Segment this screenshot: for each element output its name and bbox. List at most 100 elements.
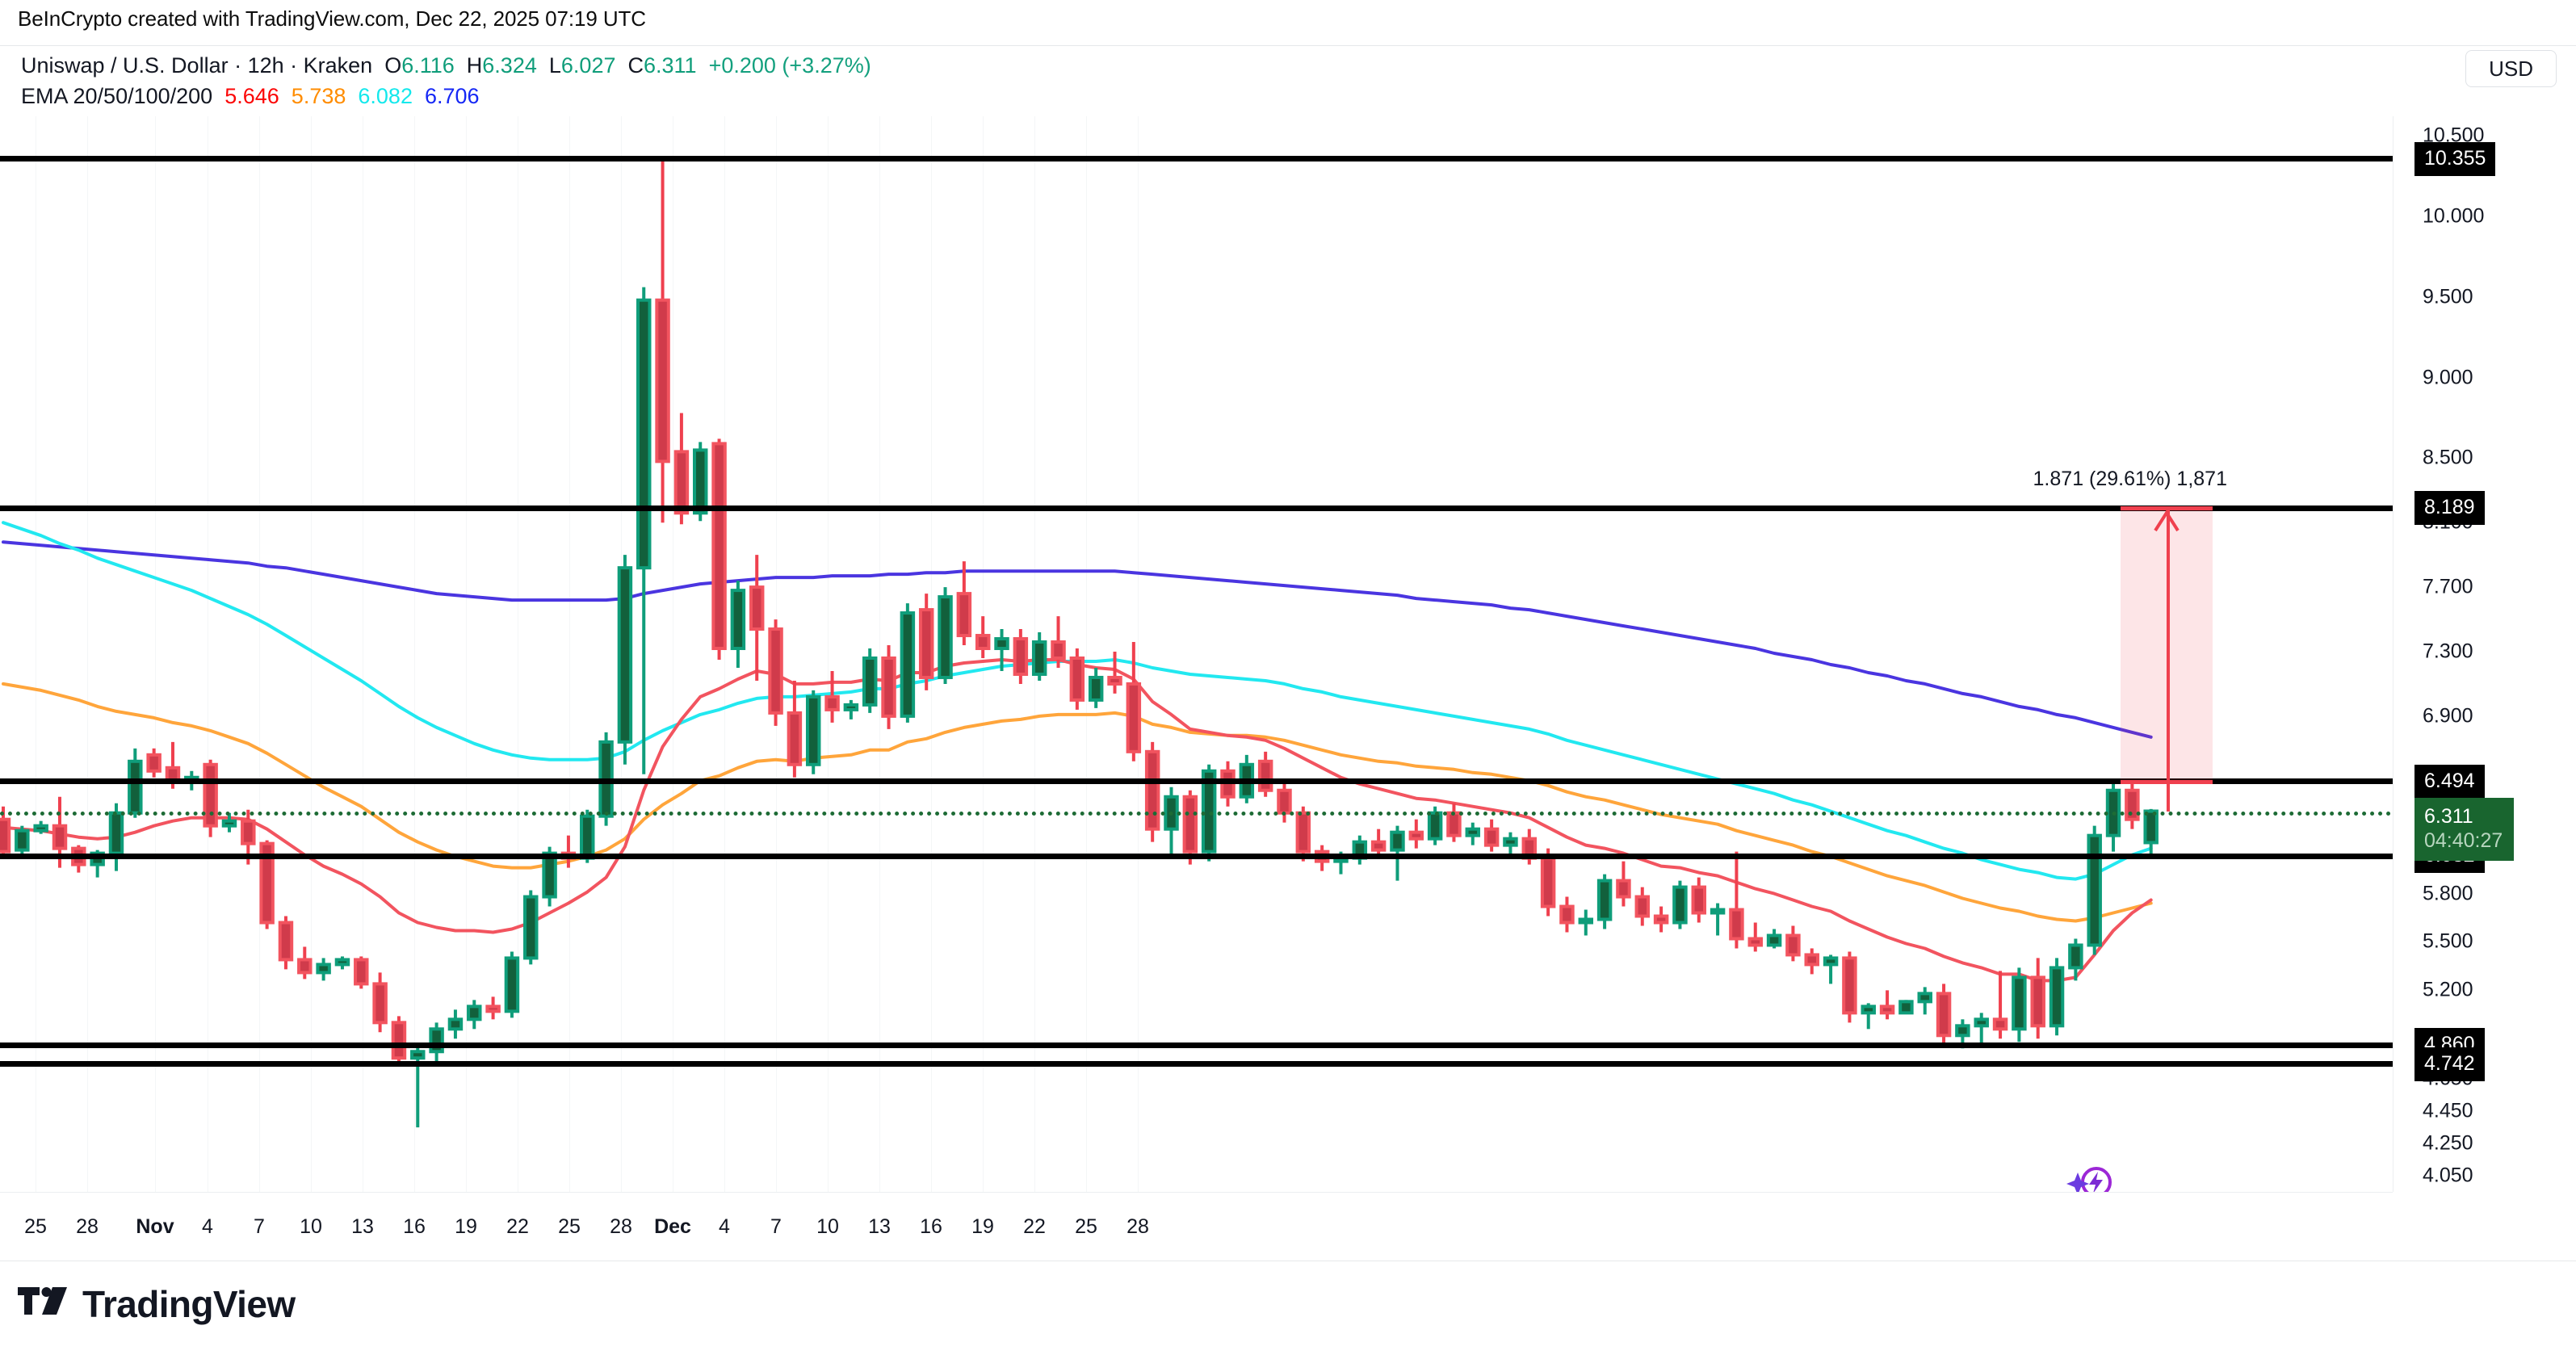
candle: [203, 759, 218, 837]
legend-close-label: C: [627, 53, 644, 78]
vertical-gridline: [828, 116, 829, 1192]
candle: [1465, 822, 1481, 845]
candle: [1107, 652, 1122, 694]
candle: [1691, 877, 1706, 923]
candle: [2030, 958, 2045, 1039]
horizontal-level-line[interactable]: [0, 1042, 2393, 1048]
candle: [1277, 780, 1292, 823]
price-tick-label: 5.200: [2423, 978, 2473, 1001]
legend-ema20-value: 5.646: [224, 84, 279, 108]
candle: [1088, 667, 1104, 708]
candle: [1408, 819, 1424, 849]
time-axis[interactable]: 25 28 Nov 4 7 10 13 16 19 22 25 28 Dec 4 7 10 13 16 19 22 25…: [0, 1192, 2393, 1261]
horizontal-level-line[interactable]: [0, 778, 2393, 785]
candle: [146, 748, 162, 778]
legend-ema-label: EMA 20/50/100/200: [21, 84, 213, 108]
candle: [1729, 851, 1744, 949]
time-tick-label: 13: [351, 1215, 374, 1238]
candle: [1503, 832, 1518, 855]
vertical-gridline: [1138, 116, 1139, 1192]
candle: [2068, 938, 2083, 981]
time-tick-label: 7: [254, 1215, 265, 1238]
current-price-tag[interactable]: 6.311 04:40:27: [2414, 797, 2515, 861]
candle: [1352, 835, 1368, 865]
horizontal-level-line[interactable]: [0, 505, 2393, 511]
candle: [1917, 987, 1932, 1015]
tradingview-mark-icon: [18, 1287, 67, 1315]
footer: TradingView: [0, 1261, 2576, 1355]
price-level-tag[interactable]: 8.189: [2414, 491, 2485, 526]
time-tick-label: 19: [971, 1215, 994, 1238]
time-tick-label: 28: [1126, 1215, 1149, 1238]
candle: [221, 812, 237, 833]
chart-plot-area[interactable]: 1.871 (29.61%) 1,871: [0, 116, 2393, 1192]
candle: [1936, 984, 1952, 1046]
long-position-label: 1.871 (29.61%) 1,871: [2033, 468, 2227, 491]
time-tick-label: 16: [403, 1215, 426, 1238]
price-axis[interactable]: 10.50010.0009.5009.0008.5008.1007.7007.3…: [2393, 116, 2576, 1192]
time-tick-label: 28: [76, 1215, 99, 1238]
legend-ema-row[interactable]: EMA 20/50/100/200 5.646 5.738 6.082 6.70…: [21, 86, 871, 107]
time-tick-label: 10: [816, 1215, 839, 1238]
candle: [241, 809, 256, 865]
candle: [900, 603, 916, 723]
ai-event-lightning-icon[interactable]: [2066, 1163, 2117, 1192]
price-level-tag[interactable]: 10.355: [2414, 141, 2496, 176]
candle: [2012, 967, 2027, 1042]
candle: [316, 958, 331, 981]
price-level-tag[interactable]: 6.494: [2414, 764, 2485, 799]
time-tick-label: 4: [202, 1215, 213, 1238]
vertical-gridline: [724, 116, 725, 1192]
time-tick-label: 25: [24, 1215, 47, 1238]
candle: [1126, 642, 1142, 761]
candlestick-series: [0, 157, 2159, 1128]
legend-change-value: +0.200 (+3.27%): [708, 53, 871, 78]
candle: [391, 1016, 407, 1067]
candle: [1861, 1003, 1876, 1030]
candle: [2049, 958, 2065, 1036]
candle: [768, 619, 783, 726]
legend-symbol-row[interactable]: Uniswap / U.S. Dollar · 12h · Kraken O6.…: [21, 55, 871, 77]
candle: [15, 825, 30, 857]
currency-badge[interactable]: USD: [2465, 50, 2557, 87]
horizontal-level-line[interactable]: [0, 853, 2393, 859]
candle: [485, 996, 501, 1020]
attribution-text: BeInCrypto created with TradingView.com,…: [18, 6, 646, 31]
tradingview-logo-text: TradingView: [82, 1283, 296, 1325]
candle: [334, 956, 350, 970]
candle: [862, 648, 878, 713]
legend-ema100-value: 6.082: [358, 84, 413, 108]
vertical-gridline: [569, 116, 570, 1192]
candle: [1370, 829, 1387, 858]
candle: [2087, 825, 2102, 955]
candle: [1804, 948, 1819, 975]
price-tick-label: 4.250: [2423, 1131, 2473, 1155]
time-tick-label: Nov: [136, 1215, 174, 1238]
time-tick-label: 7: [770, 1215, 782, 1238]
horizontal-level-line[interactable]: [0, 1061, 2393, 1068]
candle: [1898, 1000, 1914, 1015]
vertical-gridline: [414, 116, 415, 1192]
time-tick-label: 25: [1075, 1215, 1097, 1238]
candle: [1879, 990, 1895, 1020]
vertical-gridline: [259, 116, 260, 1192]
price-tick-label: 6.900: [2423, 704, 2473, 728]
candle: [1616, 861, 1631, 907]
price-tick-label: 5.800: [2423, 882, 2473, 905]
candle: [1578, 909, 1594, 936]
price-tick-label: 10.000: [2423, 204, 2485, 228]
vertical-gridline: [155, 116, 156, 1192]
candle: [1257, 751, 1273, 797]
time-tick-label: 4: [719, 1215, 730, 1238]
horizontal-level-line[interactable]: [0, 156, 2393, 162]
candle: [372, 972, 388, 1033]
candle: [504, 951, 520, 1018]
chart-frame: [0, 45, 2576, 1261]
price-level-tag[interactable]: 4.742: [2414, 1047, 2485, 1081]
candle: [1051, 616, 1066, 668]
vertical-gridline: [1086, 116, 1087, 1192]
candle: [730, 581, 746, 668]
time-tick-label: Dec: [654, 1215, 691, 1238]
long-position-arrow-stem: [2167, 508, 2170, 812]
candle: [1785, 925, 1801, 962]
